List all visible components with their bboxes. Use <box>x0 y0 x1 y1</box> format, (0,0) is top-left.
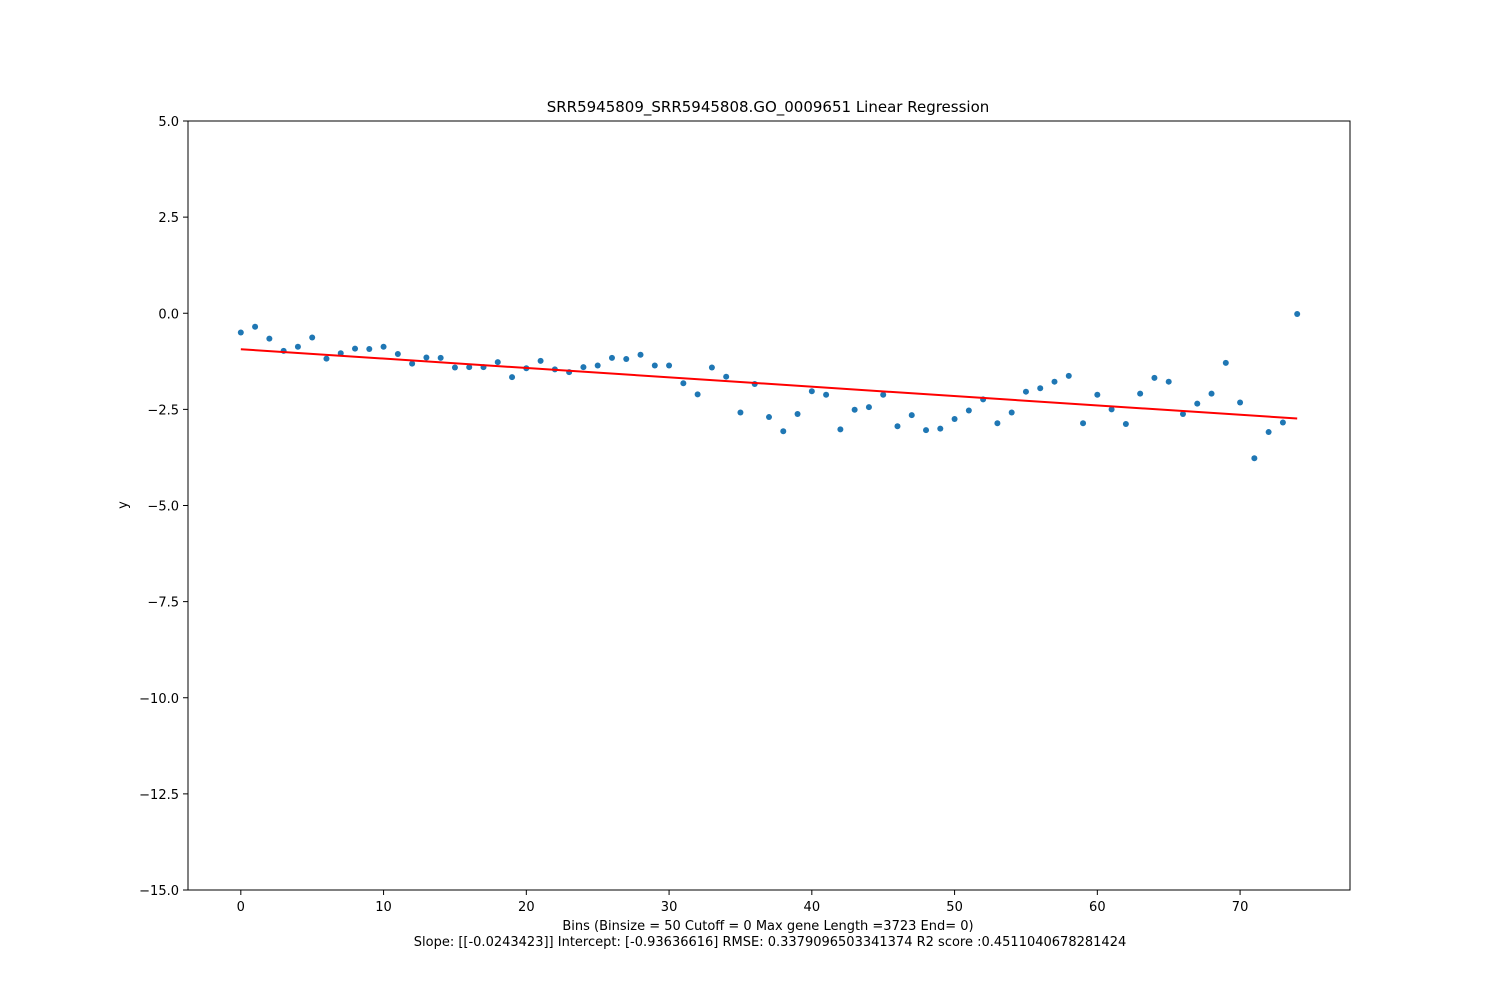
x-tick-label: 20 <box>518 900 535 915</box>
data-point <box>694 391 701 398</box>
data-point <box>1294 311 1301 318</box>
data-point <box>680 380 687 387</box>
data-point <box>1151 374 1158 381</box>
data-point <box>323 355 330 362</box>
plot-area <box>237 311 1301 462</box>
y-tick-label: 2.5 <box>158 211 179 226</box>
data-point <box>837 426 844 433</box>
data-point <box>994 420 1001 427</box>
data-point <box>509 374 516 381</box>
data-point <box>623 356 630 363</box>
data-point <box>908 412 915 419</box>
data-point <box>1122 420 1129 427</box>
chart-title: SRR5945809_SRR5945808.GO_0009651 Linear … <box>547 98 990 117</box>
data-point <box>780 428 787 435</box>
data-point <box>894 423 901 430</box>
data-point <box>1222 359 1229 366</box>
data-point <box>266 335 273 342</box>
data-point <box>366 346 373 353</box>
x-tick-label: 30 <box>661 900 678 915</box>
data-point <box>637 351 644 358</box>
data-point <box>437 354 444 361</box>
y-tick-label: −10.0 <box>139 692 179 707</box>
data-point <box>1051 378 1058 385</box>
data-point <box>294 343 301 350</box>
data-point <box>1208 390 1215 397</box>
x-axis-label: Bins (Binsize = 50 Cutoff = 0 Max gene L… <box>562 919 973 934</box>
x-tick-label: 0 <box>237 900 245 915</box>
data-point <box>965 407 972 414</box>
y-tick-label: 5.0 <box>158 115 179 130</box>
data-point <box>494 359 501 366</box>
data-point <box>380 343 387 350</box>
data-point <box>937 425 944 432</box>
data-point <box>1179 410 1186 417</box>
data-point <box>252 323 259 330</box>
data-point <box>1080 420 1087 427</box>
data-point <box>309 334 316 341</box>
x-tick-label: 70 <box>1232 900 1249 915</box>
data-point <box>594 362 601 369</box>
data-point <box>794 410 801 417</box>
y-axis-label: y <box>116 501 131 509</box>
data-point <box>851 406 858 413</box>
data-point <box>394 351 401 358</box>
y-tick-label: −15.0 <box>139 884 179 899</box>
data-point <box>537 357 544 364</box>
y-tick-label: −5.0 <box>147 500 179 515</box>
data-point <box>865 404 872 411</box>
data-point <box>1165 378 1172 385</box>
y-tick-label: −12.5 <box>139 788 179 803</box>
data-point <box>737 409 744 416</box>
data-point <box>1279 419 1286 426</box>
data-point <box>1037 385 1044 392</box>
x-tick-label: 10 <box>375 900 392 915</box>
data-point <box>1251 455 1258 462</box>
data-point <box>352 345 359 352</box>
data-point <box>451 364 458 371</box>
data-point <box>766 414 772 421</box>
data-point <box>951 415 958 422</box>
data-point <box>823 391 830 398</box>
data-point <box>1108 406 1115 413</box>
data-point <box>466 364 473 371</box>
data-point <box>1194 400 1201 407</box>
data-point <box>423 354 430 361</box>
x-tick-label: 50 <box>946 900 963 915</box>
y-tick-label: −7.5 <box>147 596 179 611</box>
data-point <box>808 388 815 395</box>
data-point <box>580 364 587 371</box>
data-point <box>1022 388 1029 395</box>
data-point <box>651 362 658 369</box>
y-tick-label: 0.0 <box>158 307 179 322</box>
data-point <box>1094 391 1101 398</box>
data-point <box>923 427 930 434</box>
data-point <box>237 329 244 336</box>
regression-line <box>240 348 1298 420</box>
data-point <box>723 373 730 380</box>
data-point <box>409 360 416 367</box>
data-point <box>608 354 615 361</box>
data-point <box>880 391 887 398</box>
x-axis: 0 10 20 30 40 50 60 70 <box>237 890 1249 915</box>
regression-stats-label: Slope: [[-0.0243423]] Intercept: [-0.936… <box>414 935 1126 950</box>
data-point <box>1008 409 1015 416</box>
data-point <box>1137 390 1144 397</box>
data-point <box>708 364 715 371</box>
data-point <box>1065 372 1072 379</box>
data-point <box>666 362 673 369</box>
x-tick-label: 60 <box>1089 900 1106 915</box>
y-axis: 5.0 2.5 0.0 −2.5 −5.0 −7.5 −10.0 −12.5 −15.0 <box>139 115 188 899</box>
y-tick-label: −2.5 <box>147 403 179 418</box>
data-point <box>1265 429 1272 436</box>
data-point <box>1237 399 1244 406</box>
x-tick-label: 40 <box>804 900 821 915</box>
